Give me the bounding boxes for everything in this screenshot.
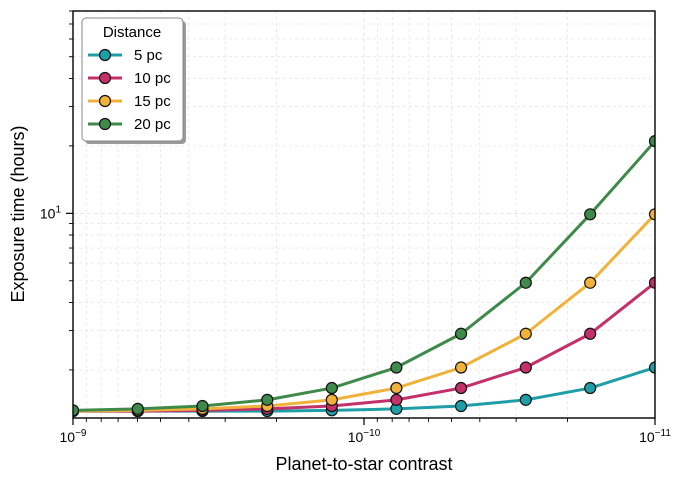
data-point xyxy=(196,399,209,413)
legend-title: Distance xyxy=(103,24,161,41)
x-axis-label: Planet-to-star contrast xyxy=(275,454,452,474)
legend-swatch-marker xyxy=(98,117,112,131)
series-line xyxy=(73,213,655,413)
data-point xyxy=(519,361,532,374)
data-point xyxy=(261,393,274,406)
data-point xyxy=(648,135,655,148)
data-point xyxy=(454,361,468,374)
x-tick-label: 10−10 xyxy=(348,428,381,445)
legend-swatch-marker xyxy=(98,48,112,62)
data-point xyxy=(648,208,655,221)
legend-items: 5 pc 10 pc 15 pc 20 pc xyxy=(88,47,171,133)
data-point xyxy=(648,276,655,289)
legend-box xyxy=(81,17,184,142)
legend-entry: 5 pc xyxy=(88,47,163,64)
x-tick-label: 10−9 xyxy=(60,428,87,445)
data-point xyxy=(519,393,532,406)
data-point xyxy=(454,399,468,413)
data-point xyxy=(454,327,468,340)
legend-entry: 15 pc xyxy=(88,93,171,110)
legend-label: 20 pc xyxy=(134,116,171,133)
y-tick-label: 101 xyxy=(40,204,62,221)
data-point xyxy=(584,208,597,221)
data-point xyxy=(73,404,80,417)
legend-entry: 20 pc xyxy=(88,116,171,133)
data-point xyxy=(325,381,338,395)
data-point xyxy=(584,327,597,340)
data-point xyxy=(325,393,338,406)
data-point xyxy=(584,381,597,395)
data-point xyxy=(584,276,597,289)
data-point xyxy=(131,402,144,415)
series-line xyxy=(73,140,655,412)
legend-swatch-marker xyxy=(98,71,112,85)
data-point xyxy=(390,381,403,395)
legend-label: 15 pc xyxy=(134,93,171,110)
legend-label: 5 pc xyxy=(134,47,163,64)
data-point xyxy=(454,381,468,395)
ticks: 10−9 10−10 10−11 101 xyxy=(40,10,671,445)
data-point xyxy=(519,276,532,289)
plot-frame xyxy=(72,10,656,419)
data-point xyxy=(519,327,532,340)
y-axis-label: Exposure time (hours) xyxy=(8,125,28,302)
legend-swatch-marker xyxy=(98,94,112,108)
x-tick-label: 10−11 xyxy=(639,428,671,445)
series-group xyxy=(73,135,655,418)
legend-label: 10 pc xyxy=(134,70,171,87)
legend: Distance 5 pc 10 pc 15 pc 20 pc xyxy=(81,17,186,144)
series-20-pc xyxy=(73,135,655,417)
legend-entry: 10 pc xyxy=(88,70,171,87)
data-point xyxy=(648,361,655,374)
data-point xyxy=(390,361,403,374)
data-point xyxy=(390,393,403,406)
